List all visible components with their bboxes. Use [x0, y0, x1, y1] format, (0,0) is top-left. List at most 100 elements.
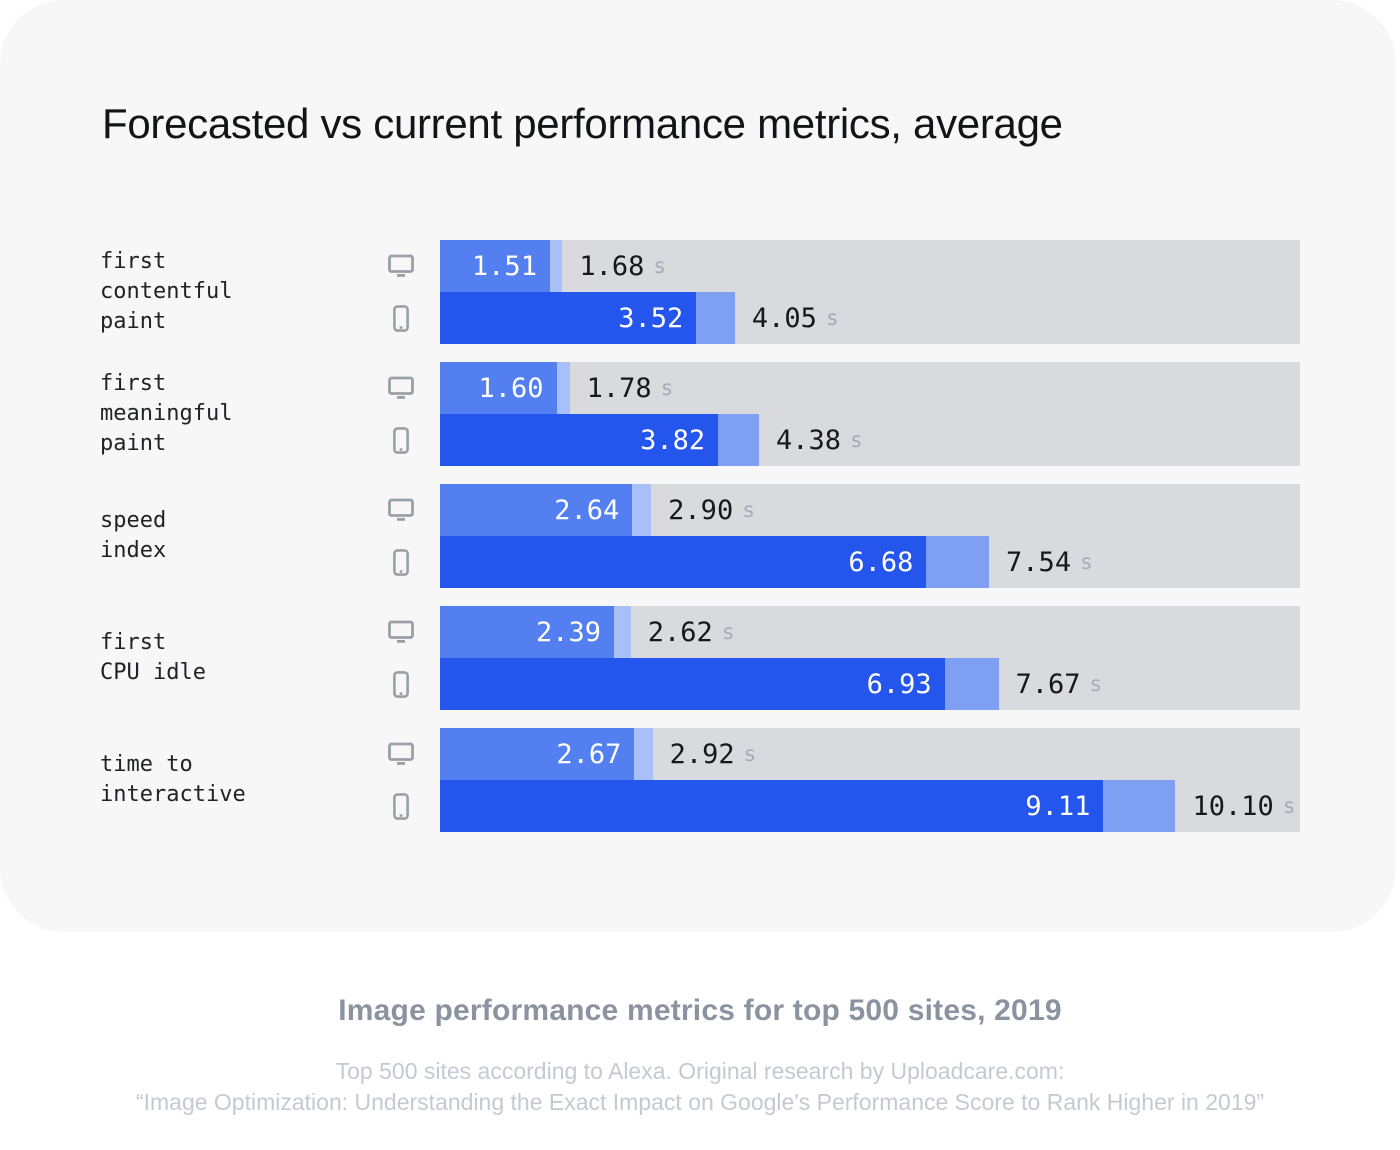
- current-value-group: 2.62 s: [631, 606, 735, 658]
- current-value: 1.68: [579, 250, 645, 282]
- forecast-value: 2.64: [554, 494, 620, 526]
- forecast-bar: 6.93: [440, 658, 945, 710]
- page-title: Forecasted vs current performance metric…: [102, 100, 1063, 147]
- mobile-icon-box: [362, 780, 440, 832]
- bar-track: 2.64 2.90 s: [440, 484, 1300, 536]
- current-value-group: 7.54 s: [989, 536, 1093, 588]
- desktop-bar-row: 2.67 2.92 s: [362, 728, 1300, 780]
- current-value-group: 10.10 s: [1175, 780, 1295, 832]
- smartphone-icon: [393, 548, 409, 576]
- metric-label: first CPU idle: [100, 630, 206, 685]
- chart-row: time to interactive 2.67 2.92 s 9.11 10.10 s: [100, 728, 1300, 832]
- metric-label: time to interactive: [100, 752, 246, 807]
- desktop-monitor-icon: [388, 376, 414, 399]
- current-value: 4.38: [775, 424, 841, 456]
- footer-caption-line-1: Top 500 sites according to Alexa. Origin…: [335, 1058, 1065, 1084]
- current-value: 2.90: [668, 494, 734, 526]
- current-value-group: 2.90 s: [651, 484, 755, 536]
- forecast-bar: 1.60: [440, 362, 557, 414]
- desktop-monitor-icon: [388, 254, 414, 277]
- bar-track: 2.67 2.92 s: [440, 728, 1300, 780]
- forecast-bar: 2.39: [440, 606, 615, 658]
- footer-heading: Image performance metrics for top 500 si…: [338, 994, 1062, 1027]
- unit-label: s: [653, 254, 667, 278]
- bar-track: 6.93 7.67 s: [440, 658, 1300, 710]
- desktop-bar-row: 2.39 2.62 s: [362, 606, 1300, 658]
- forecast-value: 3.82: [640, 424, 706, 456]
- desktop-icon-box: [362, 484, 440, 536]
- current-value: 7.67: [1015, 668, 1081, 700]
- bar-track: 1.51 1.68 s: [440, 240, 1300, 292]
- metric-label: first meaningful paint: [100, 371, 233, 456]
- mobile-bar-row: 3.52 4.05 s: [362, 292, 1300, 344]
- desktop-icon-box: [362, 240, 440, 292]
- desktop-icon-box: [362, 606, 440, 658]
- mobile-bar-row: 9.11 10.10 s: [362, 780, 1300, 832]
- bar-track: 2.39 2.62 s: [440, 606, 1300, 658]
- forecast-value: 9.11: [1025, 790, 1091, 822]
- current-value-group: 2.92 s: [653, 728, 757, 780]
- chart-row: first CPU idle 2.39 2.62 s 6.93 7.67 s: [100, 606, 1300, 710]
- current-value: 1.78: [586, 372, 652, 404]
- unit-label: s: [1080, 550, 1093, 574]
- current-value-group: 4.38 s: [759, 414, 863, 466]
- desktop-bar-row: 2.64 2.90 s: [362, 484, 1300, 536]
- desktop-bar-row: 1.51 1.68 s: [362, 240, 1300, 292]
- footer-caption: Top 500 sites according to Alexa. Origin…: [0, 1056, 1400, 1118]
- unit-label: s: [660, 376, 674, 400]
- bar-track: 1.60 1.78 s: [440, 362, 1300, 414]
- forecast-bar: 6.68: [440, 536, 927, 588]
- mobile-icon-box: [362, 536, 440, 588]
- bar-track: 6.68 7.54 s: [440, 536, 1300, 588]
- forecast-bar: 3.82: [440, 414, 719, 466]
- unit-label: s: [849, 428, 863, 452]
- mobile-bar-row: 6.68 7.54 s: [362, 536, 1300, 588]
- forecast-value: 3.52: [618, 302, 684, 334]
- current-value-group: 1.78 s: [570, 362, 674, 414]
- metric-label: first contentful paint: [100, 249, 233, 334]
- desktop-bar-row: 1.60 1.78 s: [362, 362, 1300, 414]
- chart-row: first meaningful paint 1.60 1.78 s 3.82 4.38 s: [100, 362, 1300, 466]
- desktop-monitor-icon: [388, 498, 414, 521]
- forecast-bar: 1.51: [440, 240, 550, 292]
- desktop-icon-box: [362, 728, 440, 780]
- forecast-value: 1.51: [471, 250, 537, 282]
- unit-label: s: [1282, 794, 1296, 818]
- unit-label: s: [742, 498, 755, 522]
- chart-row: first contentful paint 1.51 1.68 s 3.52 4.05 s: [100, 240, 1300, 344]
- current-value: 2.62: [647, 616, 713, 648]
- metric-label: speed index: [100, 508, 167, 563]
- unit-label: s: [825, 306, 839, 330]
- smartphone-icon: [393, 304, 409, 332]
- smartphone-icon: [393, 792, 409, 820]
- mobile-bar-row: 3.82 4.38 s: [362, 414, 1300, 466]
- unit-label: s: [743, 742, 757, 766]
- bar-track: 3.82 4.38 s: [440, 414, 1300, 466]
- current-value: 2.92: [669, 738, 735, 770]
- desktop-monitor-icon: [388, 742, 414, 765]
- forecast-bar: 2.67: [440, 728, 635, 780]
- footer-caption-line-2: “Image Optimization: Understanding the E…: [135, 1089, 1265, 1115]
- unit-label: s: [721, 620, 735, 644]
- chart-rows: first contentful paint 1.51 1.68 s 3.52 4.05 s…: [100, 240, 1300, 850]
- forecast-value: 1.60: [478, 372, 544, 404]
- desktop-icon-box: [362, 362, 440, 414]
- mobile-icon-box: [362, 414, 440, 466]
- forecast-bar: 3.52: [440, 292, 697, 344]
- current-value: 10.10: [1192, 790, 1274, 822]
- smartphone-icon: [393, 426, 409, 454]
- bar-track: 9.11 10.10 s: [440, 780, 1300, 832]
- chart-row: speed index 2.64 2.90 s 6.68 7.54 s: [100, 484, 1300, 588]
- forecast-value: 6.93: [866, 668, 932, 700]
- forecast-bar: 9.11: [440, 780, 1104, 832]
- forecast-bar: 2.64: [440, 484, 633, 536]
- unit-label: s: [1089, 672, 1103, 696]
- forecast-value: 6.68: [848, 546, 914, 578]
- current-value-group: 7.67 s: [999, 658, 1103, 710]
- mobile-bar-row: 6.93 7.67 s: [362, 658, 1300, 710]
- mobile-icon-box: [362, 292, 440, 344]
- smartphone-icon: [393, 670, 409, 698]
- current-value-group: 1.68 s: [562, 240, 666, 292]
- mobile-icon-box: [362, 658, 440, 710]
- forecast-value: 2.39: [536, 616, 602, 648]
